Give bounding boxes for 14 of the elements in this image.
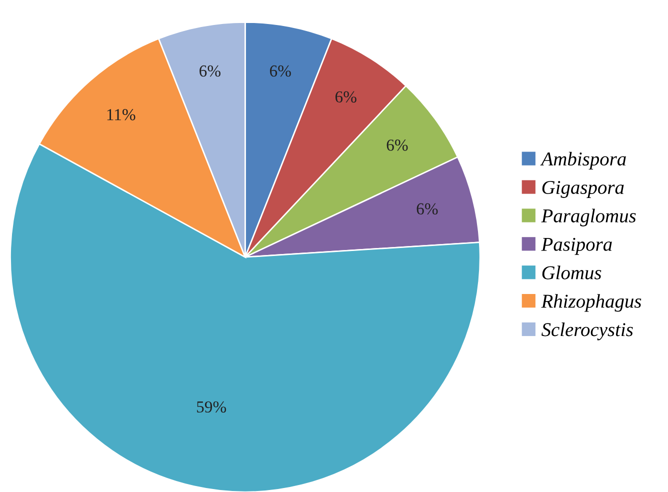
data-label: 6% (416, 203, 438, 215)
data-label: 6% (270, 65, 291, 77)
legend-label: Paraglomus (541, 208, 636, 226)
data-label: 59% (197, 401, 226, 413)
data-label: 11% (107, 109, 136, 120)
legend-label: Gigaspora (542, 180, 624, 198)
legend-label: Rhizophagus (541, 294, 642, 312)
legend-label: Pasipora (541, 238, 612, 255)
legend-label: Glomus (542, 266, 602, 280)
data-label: 6% (386, 140, 408, 151)
data-label: 6% (335, 91, 356, 103)
legend-label: Ambispora (540, 152, 626, 170)
data-label: 6% (200, 65, 220, 77)
legend-label: Sclerocystis (542, 322, 633, 340)
